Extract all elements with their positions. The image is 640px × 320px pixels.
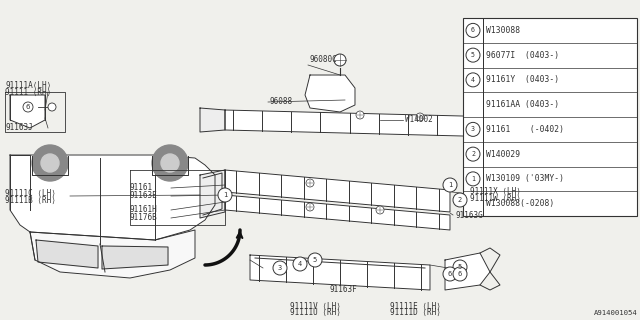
- Text: 96077I  (0403-): 96077I (0403-): [486, 51, 559, 60]
- Circle shape: [466, 48, 480, 62]
- Polygon shape: [10, 95, 45, 128]
- Text: 91163J: 91163J: [5, 124, 33, 132]
- Polygon shape: [445, 253, 490, 290]
- Circle shape: [466, 147, 480, 161]
- Text: W14002: W14002: [405, 116, 433, 124]
- Circle shape: [48, 103, 56, 111]
- Circle shape: [466, 23, 480, 37]
- Circle shape: [453, 193, 467, 207]
- Text: 91111E ⟨LH⟩: 91111E ⟨LH⟩: [390, 301, 441, 310]
- Circle shape: [306, 203, 314, 211]
- Text: 1: 1: [223, 192, 227, 198]
- Text: 1: 1: [471, 176, 475, 182]
- Text: 5: 5: [471, 52, 475, 58]
- Text: W140029: W140029: [486, 150, 520, 159]
- Circle shape: [308, 253, 322, 267]
- Polygon shape: [36, 240, 98, 268]
- Text: 6: 6: [458, 271, 462, 277]
- Text: 91111A⟨LH⟩: 91111A⟨LH⟩: [5, 81, 51, 90]
- Text: 91163F: 91163F: [330, 285, 358, 294]
- Circle shape: [273, 261, 287, 275]
- Text: 91161    (-0402): 91161 (-0402): [486, 125, 564, 134]
- Polygon shape: [225, 195, 450, 230]
- Bar: [463, 18, 637, 216]
- Polygon shape: [200, 108, 225, 132]
- Polygon shape: [102, 246, 168, 269]
- Text: 4: 4: [471, 77, 475, 83]
- Text: 91161: 91161: [130, 183, 153, 193]
- Polygon shape: [305, 75, 355, 112]
- Text: 91111C ⟨LH⟩: 91111C ⟨LH⟩: [5, 188, 56, 197]
- Circle shape: [416, 113, 424, 121]
- Circle shape: [443, 267, 457, 281]
- Text: 91176B: 91176B: [130, 213, 157, 222]
- Text: W130088: W130088: [486, 26, 520, 35]
- Circle shape: [306, 179, 314, 187]
- Text: 91163E: 91163E: [130, 191, 157, 201]
- Text: 2: 2: [471, 151, 475, 157]
- Polygon shape: [30, 230, 195, 278]
- Text: 6: 6: [471, 28, 475, 33]
- Text: 4: 4: [298, 261, 302, 267]
- Text: 91161Y  (0403-): 91161Y (0403-): [486, 76, 559, 84]
- Text: 3: 3: [471, 126, 475, 132]
- Text: 5: 5: [458, 264, 462, 270]
- Text: 3: 3: [278, 265, 282, 271]
- Circle shape: [334, 54, 346, 66]
- Text: 91111V ⟨LH⟩: 91111V ⟨LH⟩: [290, 301, 341, 310]
- Circle shape: [466, 73, 480, 87]
- Circle shape: [453, 267, 467, 281]
- Polygon shape: [225, 170, 450, 212]
- Text: 5: 5: [313, 257, 317, 263]
- Text: 96080C: 96080C: [310, 55, 338, 65]
- Text: 91111W ⟨RH⟩: 91111W ⟨RH⟩: [470, 194, 521, 203]
- Circle shape: [32, 145, 68, 181]
- Polygon shape: [10, 155, 215, 240]
- Circle shape: [293, 257, 307, 271]
- Text: 96088: 96088: [270, 98, 293, 107]
- Text: 91161H: 91161H: [130, 205, 157, 214]
- Text: 6: 6: [448, 271, 452, 277]
- Circle shape: [376, 206, 384, 214]
- Circle shape: [466, 122, 480, 136]
- Text: 91163G: 91163G: [455, 211, 483, 220]
- Circle shape: [218, 188, 232, 202]
- Text: 91161AA (0403-): 91161AA (0403-): [486, 100, 559, 109]
- Text: W130109 ('03MY-): W130109 ('03MY-): [486, 174, 564, 183]
- Circle shape: [443, 178, 457, 192]
- Circle shape: [23, 102, 33, 112]
- Text: A914001054: A914001054: [595, 310, 638, 316]
- Text: W130088(-0208): W130088(-0208): [486, 199, 554, 208]
- Circle shape: [453, 260, 467, 274]
- Circle shape: [466, 172, 480, 186]
- Text: 1: 1: [448, 182, 452, 188]
- Text: 6: 6: [26, 104, 30, 110]
- Text: 2: 2: [458, 197, 462, 203]
- Text: 91111X ⟨LH⟩: 91111X ⟨LH⟩: [470, 187, 521, 196]
- Polygon shape: [250, 255, 430, 290]
- Circle shape: [161, 154, 179, 172]
- Circle shape: [152, 145, 188, 181]
- Circle shape: [356, 111, 364, 119]
- Text: 91111B ⟨RH⟩: 91111B ⟨RH⟩: [5, 196, 56, 204]
- Polygon shape: [225, 110, 620, 140]
- Polygon shape: [200, 170, 225, 218]
- Text: 91111D ⟨RH⟩: 91111D ⟨RH⟩: [390, 308, 441, 316]
- Text: 91111U ⟨RH⟩: 91111U ⟨RH⟩: [290, 308, 341, 316]
- Text: 91111 ⟨RH⟩: 91111 ⟨RH⟩: [5, 87, 51, 97]
- Circle shape: [41, 154, 59, 172]
